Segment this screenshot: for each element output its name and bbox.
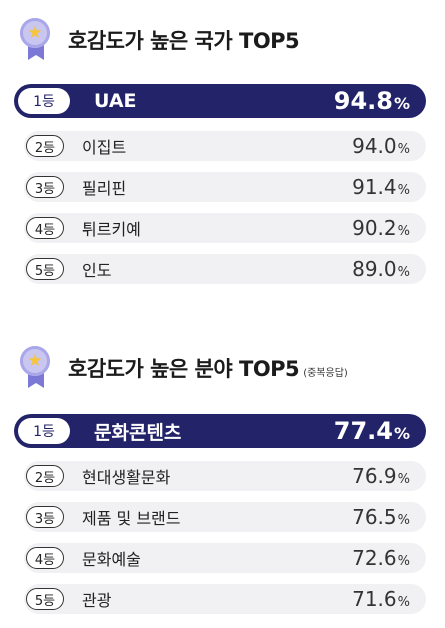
rank-value: 76.5% — [352, 505, 410, 529]
rank-row: 2등 현대생활문화 76.9% — [24, 461, 426, 491]
medal-star-icon: ★ — [18, 18, 54, 62]
rank-row: 5등 관광 71.6% — [24, 584, 426, 614]
rank-row: 4등 문화예술 72.6% — [24, 543, 426, 573]
rank-row: 3등 제품 및 브랜드 76.5% — [24, 502, 426, 532]
rank-value: 76.9% — [352, 464, 410, 488]
rank-row: 2등 이집트 94.0% — [24, 131, 426, 161]
rank-badge: 5등 — [26, 588, 64, 610]
rank-value: 89.0% — [352, 257, 410, 281]
rank-value: 94.0% — [352, 134, 410, 158]
rank-badge: 4등 — [26, 547, 64, 569]
rank-label: 튀르키예 — [82, 220, 141, 239]
rank-badge: 1등 — [18, 88, 70, 114]
rank-value: 71.6% — [352, 587, 410, 611]
rank-label: 인도 — [82, 261, 112, 280]
rank-label: 관광 — [82, 591, 112, 610]
rank-badge: 2등 — [26, 135, 64, 157]
rank-value: 94.8% — [333, 87, 410, 115]
rank-badge: 5등 — [26, 258, 64, 280]
rank-label: 필리핀 — [82, 179, 127, 198]
rank-badge: 2등 — [26, 465, 64, 487]
rank-label: 제품 및 브랜드 — [82, 509, 181, 528]
field-section-header: ★ 호감도가 높은 분야 TOP5 (중복응답) — [18, 346, 348, 390]
section-title: 호감도가 높은 국가 TOP5 — [68, 29, 300, 53]
rank-badge: 3등 — [26, 176, 64, 198]
rank-label: UAE — [94, 90, 137, 112]
rank-badge: 3등 — [26, 506, 64, 528]
section-title: 호감도가 높은 분야 TOP5 (중복응답) — [68, 357, 348, 381]
country-section-header: ★ 호감도가 높은 국가 TOP5 — [18, 18, 300, 62]
rank-row: 4등 튀르키예 90.2% — [24, 213, 426, 243]
rank-label: 현대생활문화 — [82, 468, 171, 487]
rank-label: 이집트 — [82, 138, 127, 157]
rank-value: 90.2% — [352, 216, 410, 240]
rank-row: 3등 필리핀 91.4% — [24, 172, 426, 202]
rank-row: 1등 문화콘텐츠 77.4% — [14, 414, 426, 448]
rank-value: 77.4% — [333, 417, 410, 445]
rank-badge: 1등 — [18, 418, 70, 444]
rank-value: 91.4% — [352, 175, 410, 199]
rank-row: 1등 UAE 94.8% — [14, 84, 426, 118]
rank-label: 문화콘텐츠 — [94, 421, 182, 444]
rank-row: 5등 인도 89.0% — [24, 254, 426, 284]
rank-label: 문화예술 — [82, 550, 141, 569]
medal-star-icon: ★ — [18, 346, 54, 390]
section-subtitle: (중복응답) — [303, 368, 348, 379]
rank-badge: 4등 — [26, 217, 64, 239]
rank-value: 72.6% — [352, 546, 410, 570]
